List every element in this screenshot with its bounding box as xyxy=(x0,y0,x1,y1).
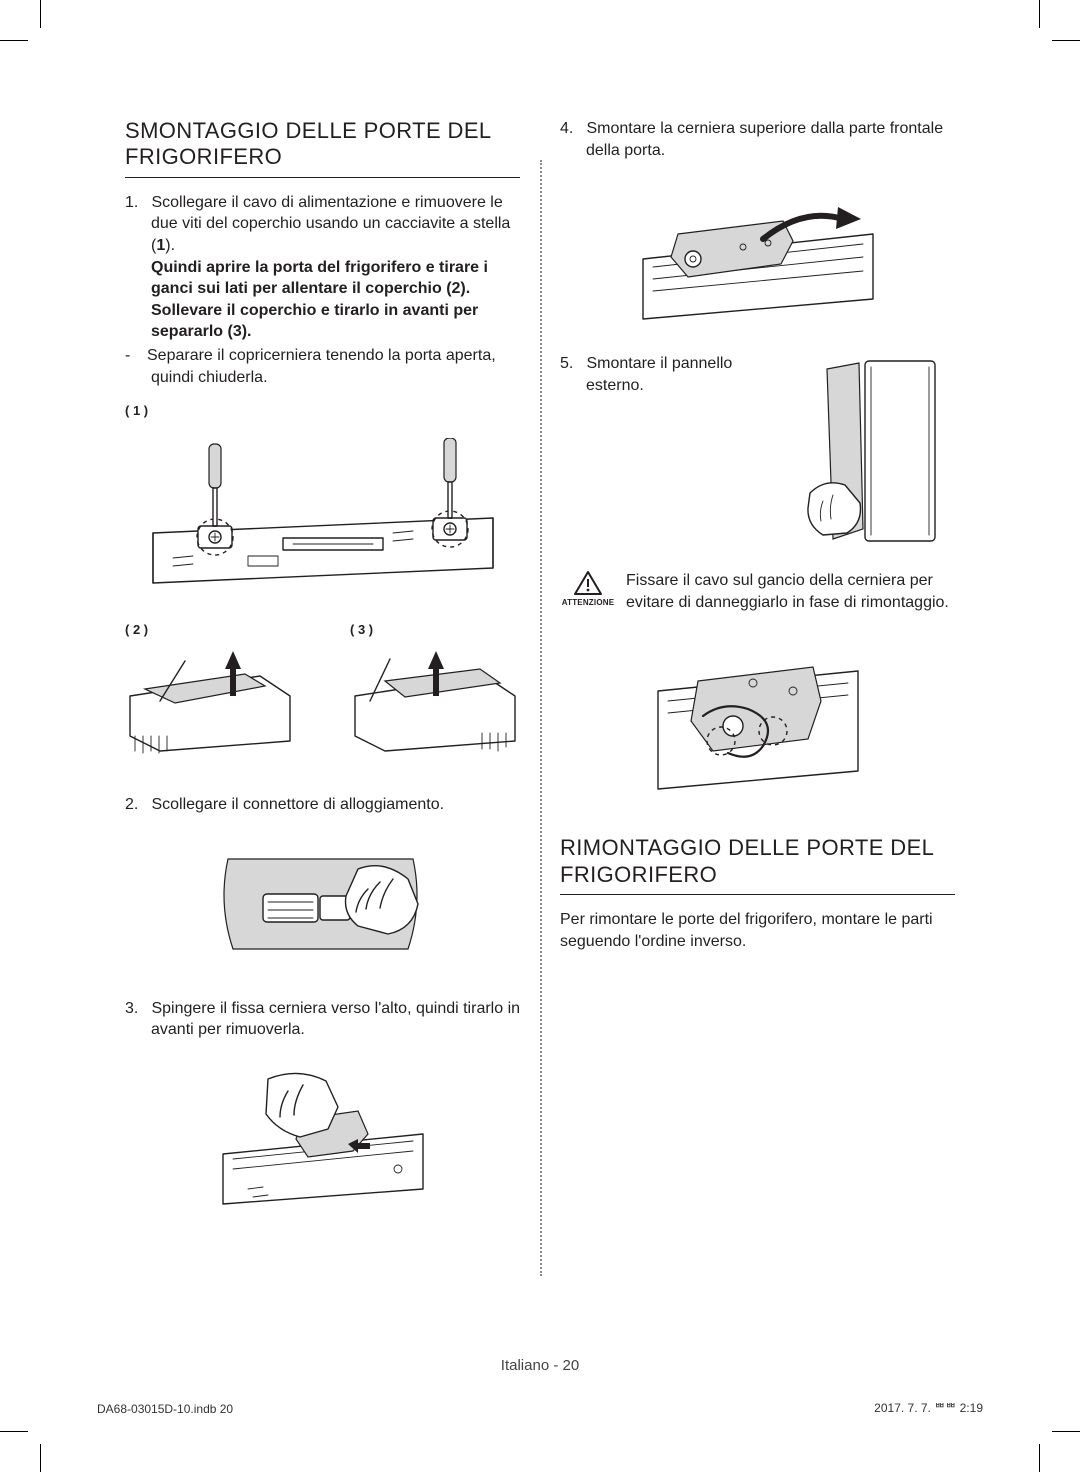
step-2: Scollegare il connettore di alloggiament… xyxy=(125,794,520,816)
figure-caution xyxy=(560,631,955,801)
figure-step5 xyxy=(805,353,955,558)
rimontaggio-body: Per rimontare le porte del frigorifero, … xyxy=(560,909,955,952)
figure-2-3: ( 2 ) ( 3 ) xyxy=(125,622,520,766)
heading-rimontaggio: RIMONTAGGIO DELLE PORTE DEL FRIGORIFERO xyxy=(560,835,955,895)
figure-caution-svg xyxy=(643,631,873,801)
figure-2-label: ( 2 ) xyxy=(125,622,295,637)
crop-mark xyxy=(1039,1444,1040,1472)
steps-list-left-3: Spingere il fissa cerniera verso l'alto,… xyxy=(125,998,520,1041)
crop-mark xyxy=(0,40,28,41)
heading-smontaggio: SMONTAGGIO DELLE PORTE DEL FRIGORIFERO xyxy=(125,118,520,178)
figure-step3-svg xyxy=(208,1059,438,1209)
figure-2-svg xyxy=(125,641,295,761)
figure-3-svg xyxy=(350,641,520,761)
crop-mark xyxy=(1039,0,1040,28)
step-1-text-b: ). xyxy=(165,237,175,254)
figure-1-label: ( 1 ) xyxy=(125,403,148,418)
footer-right: 2017. 7. 7. ᄈᄈ 2:19 xyxy=(874,1399,983,1416)
footer-center: Italiano - 20 xyxy=(77,1357,1003,1374)
figure-step2-svg xyxy=(208,834,438,974)
step-3: Spingere il fissa cerniera verso l'alto,… xyxy=(125,998,520,1041)
crop-mark xyxy=(1052,40,1080,41)
figure-step3 xyxy=(125,1059,520,1209)
figure-1-wrap: ( 1 ) xyxy=(125,402,520,420)
footer-left: DA68-03015D-10.indb 20 xyxy=(97,1402,233,1416)
figure-1 xyxy=(125,438,520,598)
figure-2: ( 2 ) xyxy=(125,622,295,766)
sheet: SMONTAGGIO DELLE PORTE DEL FRIGORIFERO S… xyxy=(77,40,1003,1432)
caution-icon: ATTENZIONE xyxy=(560,570,616,607)
crop-mark xyxy=(40,0,41,28)
figure-3-label: ( 3 ) xyxy=(350,622,520,637)
step-4: Smontare la cerniera superiore dalla par… xyxy=(560,118,955,161)
caution-text: Fissare il cavo sul gancio della cernier… xyxy=(626,570,955,613)
right-column: Smontare la cerniera superiore dalla par… xyxy=(540,118,1003,1233)
step-1: Scollegare il cavo di alimentazione e ri… xyxy=(125,192,520,388)
columns: SMONTAGGIO DELLE PORTE DEL FRIGORIFERO S… xyxy=(77,40,1003,1233)
step-3-text: Spingere il fissa cerniera verso l'alto,… xyxy=(151,1000,520,1039)
steps-list-left: Scollegare il cavo di alimentazione e ri… xyxy=(125,192,520,388)
crop-mark xyxy=(0,1431,28,1432)
caution-block: ATTENZIONE Fissare il cavo sul gancio de… xyxy=(560,570,955,613)
step-4-text: Smontare la cerniera superiore dalla par… xyxy=(586,120,943,159)
step-1-bold: Quindi aprire la porta del frigorifero e… xyxy=(151,257,520,343)
step-5: Smontare il pannello esterno. xyxy=(560,353,791,396)
figure-1-svg xyxy=(143,438,503,598)
page: SMONTAGGIO DELLE PORTE DEL FRIGORIFERO S… xyxy=(0,0,1080,1472)
step-1-text-a: Scollegare il cavo di alimentazione e ri… xyxy=(151,194,510,254)
step-2-text: Scollegare il connettore di alloggiament… xyxy=(151,796,444,813)
crop-mark xyxy=(1052,1431,1080,1432)
steps-list-right-4: Smontare la cerniera superiore dalla par… xyxy=(560,118,955,161)
step-1-num: 1 xyxy=(156,237,165,254)
crop-mark xyxy=(40,1444,41,1472)
step-5-text: Smontare il pannello esterno. xyxy=(586,355,732,394)
figure-3: ( 3 ) xyxy=(350,622,520,766)
step-5-row: Smontare il pannello esterno. xyxy=(560,353,955,558)
figure-step4 xyxy=(560,179,955,329)
figure-step5-svg xyxy=(805,353,955,553)
caution-label: ATTENZIONE xyxy=(560,598,616,607)
figure-step4-svg xyxy=(633,179,883,329)
steps-list-right-5: Smontare il pannello esterno. xyxy=(560,353,791,396)
step-1-dash: Separare il copricerniera tenendo la por… xyxy=(151,345,520,388)
left-column: SMONTAGGIO DELLE PORTE DEL FRIGORIFERO S… xyxy=(77,118,540,1233)
steps-list-left-2: Scollegare il connettore di alloggiament… xyxy=(125,794,520,816)
figure-step2 xyxy=(125,834,520,974)
